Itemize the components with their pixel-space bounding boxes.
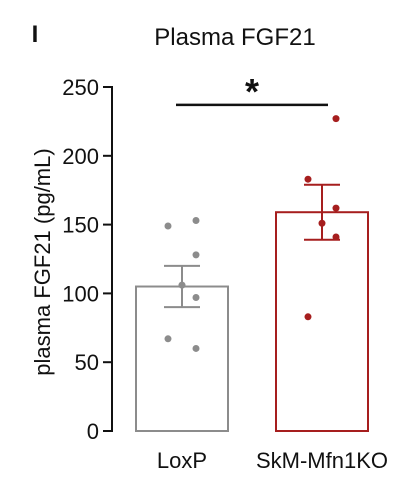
- y-tick-label: 50: [75, 350, 99, 375]
- data-point: [164, 335, 172, 343]
- x-tick-label: LoxP: [157, 448, 207, 473]
- data-point: [178, 281, 186, 289]
- data-point: [318, 219, 326, 227]
- data-point: [332, 204, 340, 212]
- data-point: [192, 216, 200, 224]
- y-tick-label: 250: [62, 75, 99, 100]
- data-point: [164, 222, 172, 230]
- bar: [135, 285, 229, 432]
- data-point: [304, 175, 312, 183]
- y-tick-label: 150: [62, 213, 99, 238]
- bar: [275, 211, 369, 432]
- chart-title: Plasma FGF21: [154, 24, 315, 51]
- data-point: [192, 344, 200, 352]
- panel-label: I: [32, 21, 39, 48]
- y-axis-label: plasma FGF21 (pg/mL): [30, 148, 55, 375]
- data-point: [192, 294, 200, 302]
- y-tick-label: 200: [62, 144, 99, 169]
- data-point: [304, 313, 312, 321]
- data-point: [192, 251, 200, 259]
- data-point: [332, 233, 340, 241]
- significance-label: *: [245, 71, 259, 112]
- data-point: [332, 115, 340, 123]
- x-tick-label: SkM-Mfn1KO: [256, 448, 388, 473]
- plot-area: 0 50 100 150 200 250 LoxP SkM-Mfn1KO *: [62, 71, 388, 473]
- y-tick-label: 100: [62, 281, 99, 306]
- y-tick-label: 0: [87, 419, 99, 444]
